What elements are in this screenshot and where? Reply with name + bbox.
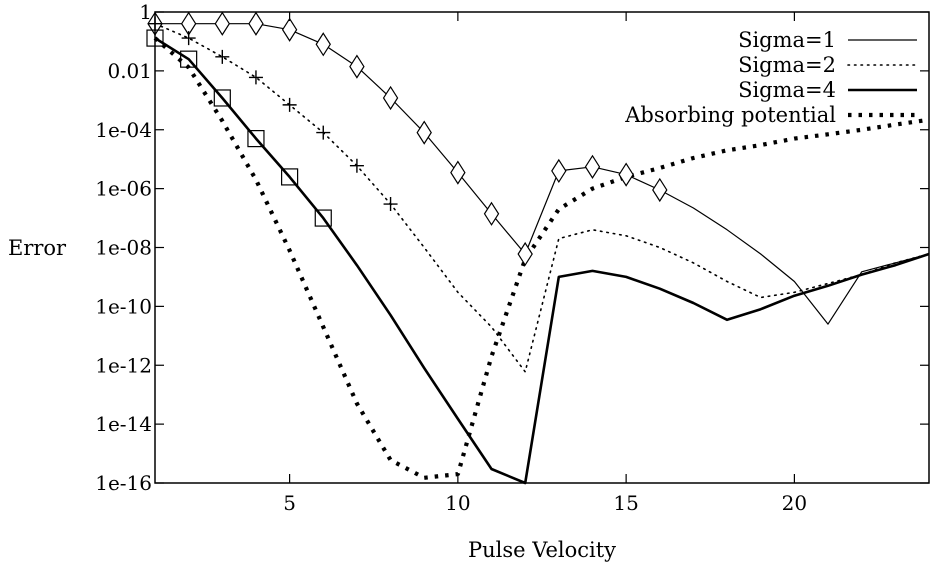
y-tick-label: 1e-12 [95,353,152,377]
marker-sigma-1-diamond [451,162,465,184]
marker-sigma-1-diamond [316,33,330,55]
plot-markers-layer [147,13,667,265]
marker-sigma-1-diamond [518,243,532,265]
y-tick-label: 1e-08 [95,236,152,260]
legend-label-absorbing-potential: Absorbing potential [624,103,836,127]
x-tick-label: 5 [283,491,296,515]
marker-sigma-1-diamond [417,122,431,144]
x-tick-label: 20 [782,491,807,515]
y-tick-label: 1e-16 [95,471,152,495]
y-tick-label: 0.01 [107,59,152,83]
y-tick-label: 1e-10 [95,294,152,318]
y-axis-label: Error [8,236,67,260]
marker-sigma-1-diamond [215,13,229,35]
marker-sigma-1-diamond [653,179,667,201]
marker-sigma-1-diamond [384,87,398,109]
axis-tick-labels: 5 10 15 20 1 0.01 1e-04 1e-06 1e-08 1e-10 1e-12 1e-… [95,0,807,515]
marker-sigma-2-plus [249,70,263,84]
legend-label-sigma-1: Sigma=1 [738,28,836,52]
x-axis-label: Pulse Velocity [468,538,616,562]
y-tick-label: 1e-04 [95,118,152,142]
x-tick-label: 10 [445,491,470,515]
marker-sigma-1-diamond [619,164,633,186]
marker-sigma-1-diamond [283,19,297,41]
y-tick-label: 1e-14 [95,412,152,436]
marker-sigma-1-diamond [585,156,599,178]
y-tick-label: 1 [139,0,152,24]
y-tick-label: 1e-06 [95,177,152,201]
marker-sigma-1-diamond [552,160,566,182]
legend-label-sigma-2: Sigma=2 [738,53,836,77]
marker-sigma-1-diamond [350,56,364,78]
marker-sigma-1-diamond [485,203,499,225]
marker-sigma-1-diamond [249,13,263,35]
legend-label-sigma-4: Sigma=4 [738,78,836,102]
x-tick-label: 15 [613,491,638,515]
marker-sigma-2-plus [215,50,229,64]
marker-sigma-2-plus [182,31,196,45]
